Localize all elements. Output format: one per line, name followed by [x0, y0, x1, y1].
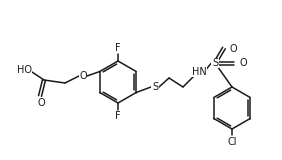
Text: HO: HO	[17, 65, 32, 75]
Text: O: O	[240, 58, 248, 68]
Text: O: O	[37, 98, 45, 108]
Text: O: O	[229, 44, 237, 54]
Text: O: O	[79, 71, 87, 81]
Text: F: F	[115, 43, 121, 53]
Text: S: S	[152, 82, 158, 92]
Text: F: F	[115, 111, 121, 121]
Text: S: S	[212, 58, 218, 68]
Text: HN: HN	[192, 67, 206, 77]
Text: Cl: Cl	[227, 137, 237, 147]
